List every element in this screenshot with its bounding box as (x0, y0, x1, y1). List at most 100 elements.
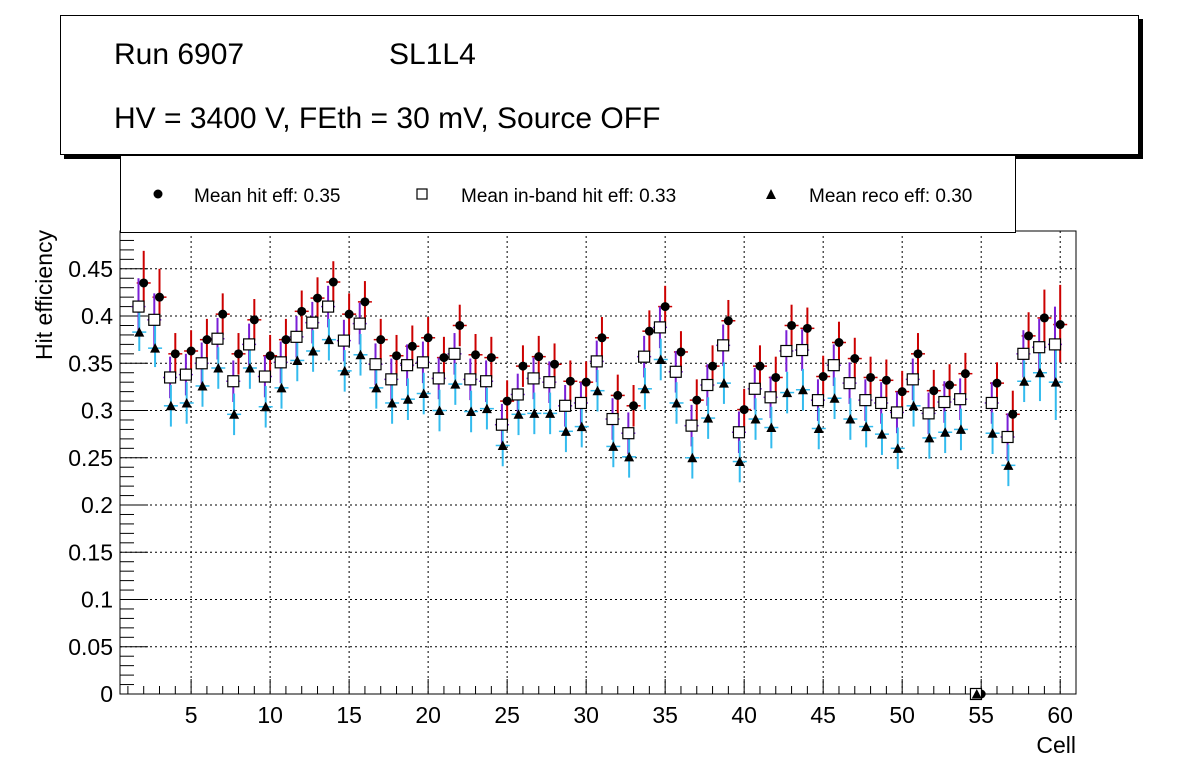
x-tick-label: 40 (731, 702, 757, 728)
x-tick-label: 15 (336, 702, 362, 728)
data-markers (132, 277, 1065, 701)
hit-eff-point (313, 293, 323, 303)
inband-eff-point (922, 407, 935, 420)
x-tick-label: 60 (1047, 702, 1073, 728)
reco-eff-point (339, 365, 350, 376)
reco-eff-point (718, 378, 729, 388)
inband-eff-point (242, 338, 256, 351)
inband-eff-point (401, 359, 414, 372)
reco-eff-point (387, 397, 398, 408)
hit-eff-point (771, 372, 781, 382)
hit-eff-point (1008, 409, 1018, 419)
hit-eff-point (644, 326, 654, 336)
hit-eff-point (992, 378, 1002, 388)
reco-eff-point (639, 383, 650, 394)
hit-eff-point (1024, 331, 1034, 341)
hit-eff-point (692, 395, 702, 405)
hit-eff-point (1039, 313, 1049, 323)
hit-eff-point (818, 372, 828, 382)
reco-eff-point (908, 400, 919, 411)
reco-eff-point (229, 409, 240, 419)
error-bars (131, 250, 1068, 487)
hit-eff-point (802, 323, 812, 333)
x-tick-label: 55 (968, 702, 994, 728)
hit-eff-point (866, 372, 876, 382)
legend: Mean hit eff: 0.35 Mean in-band hit eff:… (120, 155, 1016, 233)
hit-eff-point (234, 349, 244, 359)
y-tick-label: 0.45 (68, 256, 113, 282)
inband-eff-point (590, 355, 603, 368)
inband-eff-point (764, 391, 777, 404)
reco-eff-point (940, 427, 951, 437)
inband-eff-point (811, 394, 825, 407)
hit-eff-point (376, 335, 386, 345)
y-tick-label: 0.15 (68, 539, 113, 565)
y-tick-label: 0.2 (81, 492, 113, 518)
hit-eff-point (328, 277, 338, 287)
legend-hit-marker-icon (153, 189, 163, 199)
inband-eff-point (132, 300, 145, 313)
inband-eff-point (985, 396, 998, 410)
hit-eff-point (202, 335, 212, 345)
reco-eff-point (497, 440, 508, 450)
reco-eff-point (987, 428, 998, 438)
inband-eff-point (290, 330, 303, 343)
x-tick-label: 45 (810, 702, 836, 728)
inband-eff-point (638, 350, 651, 363)
hit-eff-point (1055, 320, 1065, 330)
reco-eff-point (134, 327, 145, 337)
x-tick-label: 50 (889, 702, 915, 728)
inband-eff-point (464, 373, 477, 386)
title-panel: Run 6907 SL1L4 HV = 3400 V, FEth = 30 mV… (60, 15, 1139, 155)
inband-eff-point (574, 396, 588, 410)
reco-eff-point (355, 349, 366, 360)
inband-eff-point (179, 368, 192, 381)
inband-eff-point (163, 371, 177, 384)
inband-eff-point (669, 365, 682, 378)
reco-eff-point (861, 421, 872, 432)
reco-eff-point (260, 401, 271, 412)
reco-eff-point (529, 408, 540, 418)
reco-eff-point (845, 414, 856, 424)
inband-eff-point (938, 395, 951, 409)
hit-eff-point (897, 387, 907, 397)
reco-eff-point (1050, 377, 1061, 387)
inband-eff-point (480, 375, 493, 388)
inband-eff-point (606, 412, 619, 426)
y-tick-label: 0.3 (81, 398, 113, 424)
hit-eff-point (565, 376, 575, 386)
reco-eff-point (608, 441, 619, 451)
reco-eff-point (671, 397, 682, 408)
x-tick-label: 20 (415, 702, 441, 728)
y-tick-label: 0.05 (68, 634, 113, 660)
reco-eff-point (434, 405, 445, 416)
inband-eff-point (148, 313, 161, 326)
hit-eff-point (913, 349, 923, 359)
y-tick-label: 0.4 (81, 303, 113, 329)
hit-eff-point (265, 351, 275, 361)
inband-eff-point (227, 375, 240, 388)
reco-eff-point (734, 456, 745, 467)
hit-eff-point (613, 390, 623, 400)
inband-eff-point (322, 300, 335, 313)
reco-eff-point (466, 406, 477, 416)
hit-eff-point (486, 353, 496, 363)
inband-eff-point (843, 377, 856, 390)
reco-eff-point (971, 689, 982, 699)
inband-eff-point (353, 317, 366, 330)
hit-eff-point (518, 361, 528, 371)
inband-eff-point (622, 427, 635, 440)
inband-eff-point (511, 388, 524, 401)
inband-eff-point (1033, 341, 1046, 354)
inband-eff-point (685, 419, 698, 432)
reco-eff-point (876, 429, 887, 439)
inband-eff-point (954, 393, 967, 406)
hit-eff-point (344, 309, 354, 319)
reco-eff-point (513, 409, 524, 419)
reco-eff-point (655, 354, 666, 365)
reco-eff-point (276, 382, 287, 393)
hit-eff-point (676, 347, 686, 357)
hit-eff-point (787, 320, 797, 330)
inband-eff-point (890, 406, 904, 419)
legend-inband-marker-icon (416, 188, 428, 200)
